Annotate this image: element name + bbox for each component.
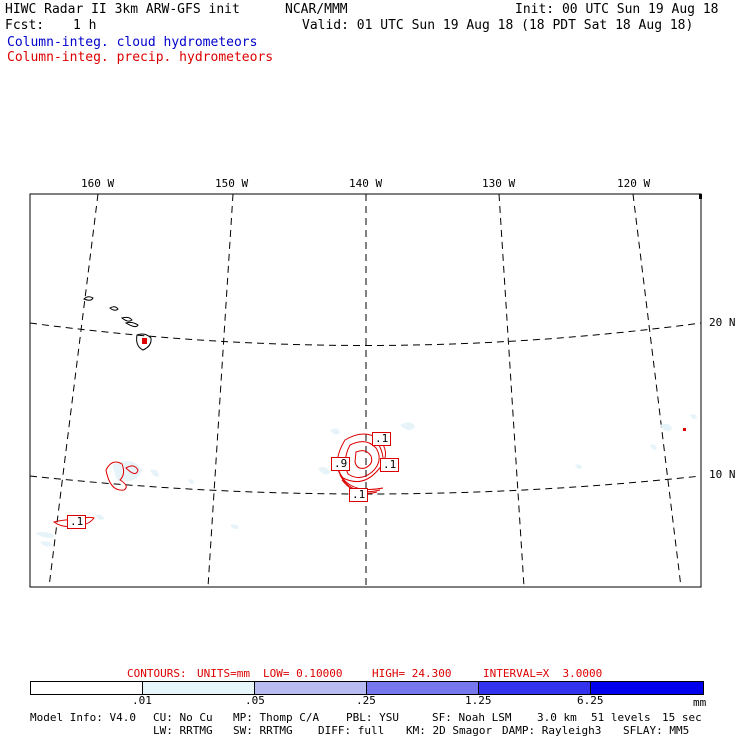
contour-label: .1 bbox=[380, 458, 400, 472]
island-hawaii bbox=[136, 333, 152, 351]
lon-label-120w: 120 W bbox=[617, 177, 651, 190]
contours-high: HIGH= 24.300 bbox=[372, 667, 452, 680]
island-kauai bbox=[83, 296, 94, 301]
field-cloud-label: Column-integ. cloud hydrometeors bbox=[7, 35, 258, 50]
contours-units: UNITS=mm bbox=[197, 667, 250, 680]
colorbar-segment bbox=[478, 682, 590, 694]
colorbar-tick: 1.25 bbox=[465, 694, 492, 707]
precip-west-1 bbox=[105, 461, 127, 491]
model-title: HIWC Radar II 3km ARW-GFS init bbox=[5, 2, 240, 17]
lat-label-10n: 10 N bbox=[709, 468, 736, 481]
contours-interval: INTERVAL=X 3.0000 bbox=[483, 667, 603, 680]
contour-label: .9 bbox=[331, 457, 351, 471]
model-version: Model Info: V4.0 bbox=[30, 711, 136, 724]
precip-east-dot bbox=[683, 428, 686, 431]
colorbar-unit: mm bbox=[693, 696, 707, 709]
valid-time: Valid: 01 UTC Sun 19 Aug 18 (18 PDT Sat … bbox=[302, 18, 694, 33]
contour-label: .1 bbox=[349, 488, 369, 502]
diff-scheme: DIFF: full bbox=[318, 724, 385, 737]
colorbar-segment bbox=[590, 682, 703, 694]
forecast-hour: 1 h bbox=[73, 18, 97, 33]
island-oahu bbox=[109, 306, 119, 311]
colorbar-segment bbox=[366, 682, 478, 694]
km-scheme: KM: 2D Smagor bbox=[406, 724, 493, 737]
sf-scheme: SF: Noah LSM bbox=[432, 711, 512, 724]
parallel-20n bbox=[29, 322, 702, 346]
contour-label: .1 bbox=[67, 515, 87, 529]
cu-scheme: CU: No Cu bbox=[153, 711, 213, 724]
colorbar-segment bbox=[31, 682, 142, 694]
mp-scheme: MP: Thomp C/A bbox=[233, 711, 320, 724]
vertical-levels: 51 levels bbox=[591, 711, 651, 724]
graticule bbox=[29, 193, 702, 588]
colorbar bbox=[30, 681, 704, 695]
damp-scheme: DAMP: Rayleigh3 bbox=[502, 724, 602, 737]
sflay-scheme: SFLAY: MM5 bbox=[623, 724, 690, 737]
hawaii-islands bbox=[83, 296, 152, 351]
field-precip-label: Column-integ. precip. hydrometeors bbox=[7, 50, 274, 65]
lon-label-130w: 130 W bbox=[482, 177, 516, 190]
grid-spacing: 3.0 km bbox=[537, 711, 577, 724]
precip-contours bbox=[52, 433, 386, 527]
sw-scheme: SW: RRTMG bbox=[233, 724, 293, 737]
lon-label-150w: 150 W bbox=[215, 177, 249, 190]
island-molokai bbox=[120, 316, 133, 322]
colorbar-tick: .05 bbox=[245, 694, 265, 707]
timestep: 15 sec bbox=[662, 711, 702, 724]
storm-mid bbox=[344, 441, 380, 478]
precip-hawaii bbox=[142, 338, 147, 344]
org-label: NCAR/MMM bbox=[285, 2, 348, 17]
colorbar-segment bbox=[254, 682, 366, 694]
meridian-150w bbox=[207, 193, 234, 588]
init-time: Init: 00 UTC Sun 19 Aug 18 bbox=[515, 2, 719, 17]
contours-label: CONTOURS: bbox=[127, 667, 187, 680]
lon-label-160w: 160 W bbox=[81, 177, 115, 190]
storm-band-1 bbox=[337, 469, 384, 490]
forecast-label: Fcst: bbox=[5, 18, 45, 33]
lw-scheme: LW: RRTMG bbox=[153, 724, 213, 737]
pbl-scheme: PBL: YSU bbox=[346, 711, 399, 724]
frame-corner-mark bbox=[699, 194, 702, 199]
lat-label-20n: 20 N bbox=[709, 316, 736, 329]
lon-label-140w: 140 W bbox=[349, 177, 383, 190]
meridian-120w bbox=[632, 193, 682, 588]
storm-inner bbox=[354, 450, 373, 469]
colorbar-tick: .25 bbox=[356, 694, 376, 707]
contours-low: LOW= 0.10000 bbox=[263, 667, 343, 680]
precip-west-2 bbox=[125, 465, 139, 474]
colorbar-tick: .01 bbox=[132, 694, 152, 707]
island-maui bbox=[124, 321, 139, 328]
meridian-130w bbox=[498, 193, 525, 588]
contour-label: .1 bbox=[372, 432, 392, 446]
colorbar-tick: 6.25 bbox=[577, 694, 604, 707]
colorbar-segment bbox=[142, 682, 254, 694]
